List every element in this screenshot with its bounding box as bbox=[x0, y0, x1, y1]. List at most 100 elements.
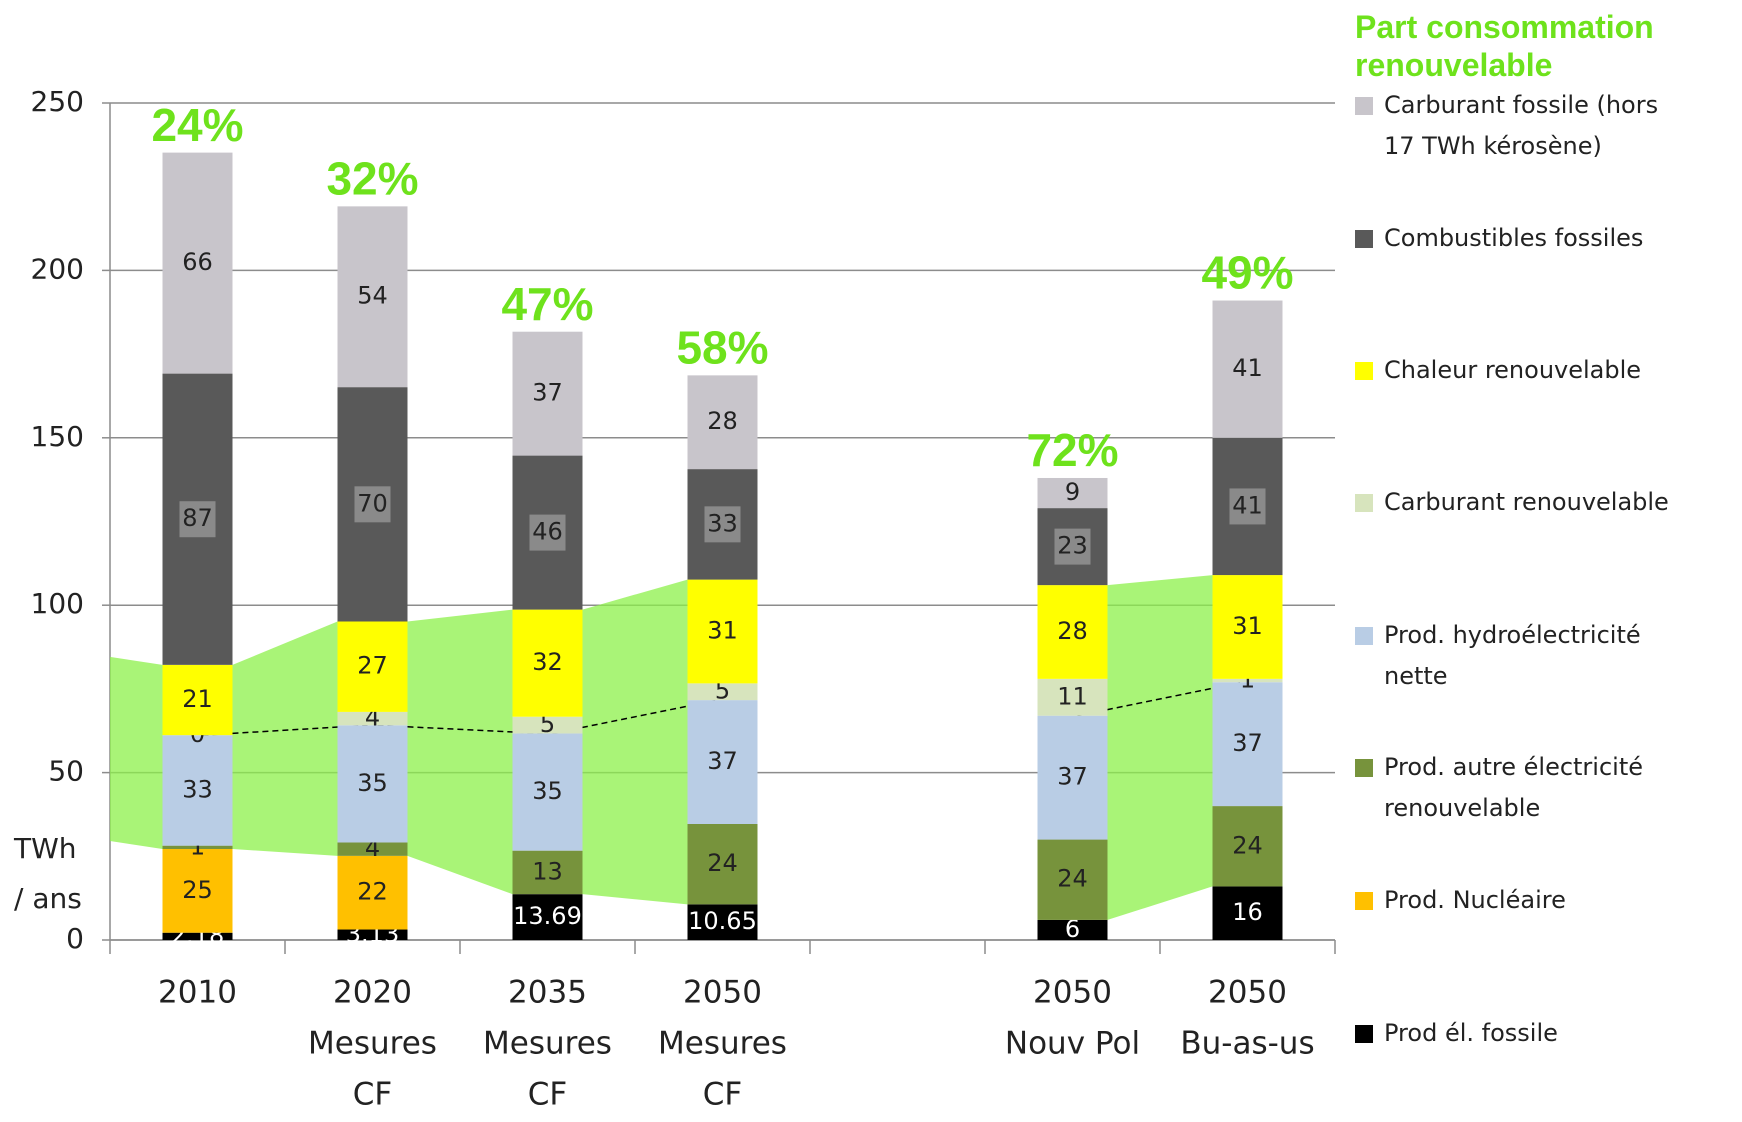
legend-swatch bbox=[1355, 627, 1373, 645]
data-label: 41 bbox=[1232, 491, 1263, 519]
y-tick-label: 0 bbox=[66, 922, 84, 955]
data-label: 31 bbox=[707, 616, 738, 644]
data-label: 5 bbox=[540, 710, 555, 738]
bar-segment bbox=[687, 823, 758, 905]
data-label: 28 bbox=[707, 407, 738, 435]
label-box bbox=[354, 486, 391, 523]
bar-segment bbox=[1037, 585, 1108, 679]
bar-segment bbox=[512, 733, 583, 851]
legend-label: Chaleur renouvelable bbox=[1384, 356, 1642, 384]
data-label: 66 bbox=[182, 248, 213, 276]
legend-label: Prod. autre électricité renouvelable bbox=[1384, 753, 1644, 822]
bar-segment bbox=[162, 152, 233, 374]
legend-label: Carburant fossile (hors 17 TWh kérosène) bbox=[1384, 91, 1659, 160]
data-label: 10.65 bbox=[688, 907, 757, 935]
bar-segment bbox=[512, 609, 583, 717]
label-box bbox=[704, 506, 741, 543]
renewable-share-label: 49% bbox=[1201, 247, 1293, 299]
x-tick-label: CF bbox=[703, 1077, 742, 1113]
data-label: 32 bbox=[532, 648, 563, 676]
bar-segment bbox=[1212, 575, 1283, 679]
data-label: 35 bbox=[357, 769, 388, 797]
bar-segment bbox=[162, 932, 233, 940]
label-box bbox=[529, 514, 566, 551]
data-label: 37 bbox=[707, 747, 738, 775]
legend-entry: Carburant fossile (hors 17 TWh kérosène) bbox=[1355, 85, 1685, 167]
legend: Part consommation renouvelable Carburant… bbox=[1355, 8, 1735, 1047]
legend-label: Carburant renouvelable bbox=[1384, 488, 1669, 516]
data-label: 6 bbox=[1065, 915, 1080, 943]
data-label: 24 bbox=[707, 849, 738, 877]
hydro-link bbox=[377, 724, 543, 735]
legend-entry: Chaleur renouvelable bbox=[1355, 350, 1685, 391]
bar-segment bbox=[512, 850, 583, 895]
renewable-band bbox=[110, 575, 1213, 920]
legend-label: Prod. Nucléaire bbox=[1384, 886, 1566, 914]
legend-swatch bbox=[1355, 97, 1373, 115]
legend-entry: Prod él. fossile bbox=[1355, 1013, 1685, 1054]
data-label: 23 bbox=[1057, 532, 1088, 560]
renewable-band-piece bbox=[582, 579, 688, 905]
x-tick-label: Nouv Pol bbox=[1005, 1026, 1140, 1062]
data-label: 24 bbox=[1057, 865, 1088, 893]
x-tick-label: CF bbox=[528, 1077, 567, 1113]
data-label: 37 bbox=[1057, 763, 1088, 791]
x-tick-label: 2035 bbox=[508, 975, 587, 1011]
data-label: 37 bbox=[532, 379, 563, 407]
data-label: 46 bbox=[532, 518, 563, 546]
bar-segment bbox=[337, 206, 408, 388]
bar-segment bbox=[1212, 806, 1283, 887]
data-label: 24 bbox=[1232, 831, 1263, 859]
legend-label: Prod él. fossile bbox=[1384, 1019, 1558, 1047]
bar-segment bbox=[512, 331, 583, 456]
legend-entry: Prod. hydroélectricité nette bbox=[1355, 615, 1685, 697]
data-label: 13 bbox=[532, 857, 563, 885]
data-label: 25 bbox=[182, 876, 213, 904]
y-tick-label: 200 bbox=[31, 252, 84, 285]
data-label: 5 bbox=[715, 677, 730, 705]
x-tick-label: 2050 bbox=[1033, 975, 1112, 1011]
legend-entry: Carburant renouvelable bbox=[1355, 482, 1685, 523]
legend-swatch bbox=[1355, 892, 1373, 910]
legend-swatch bbox=[1355, 362, 1373, 380]
y-tick-label: 50 bbox=[48, 755, 84, 788]
data-label: 37 bbox=[1232, 729, 1263, 757]
data-label: 41 bbox=[1232, 354, 1263, 382]
legend-swatch bbox=[1355, 230, 1373, 248]
label-box bbox=[1229, 488, 1266, 525]
data-label: 33 bbox=[182, 775, 213, 803]
y-axis-label: / ans bbox=[14, 882, 82, 915]
data-label: 54 bbox=[357, 282, 388, 310]
bar-segment bbox=[337, 621, 408, 712]
data-label: 31 bbox=[1232, 612, 1263, 640]
bar-segment bbox=[337, 842, 408, 856]
bar-segment bbox=[687, 579, 758, 684]
renewable-band-piece bbox=[110, 656, 163, 850]
renewable-share-label: 47% bbox=[501, 278, 593, 330]
renewable-share-label: 72% bbox=[1026, 424, 1118, 476]
legend-swatch bbox=[1355, 759, 1373, 777]
data-label: 27 bbox=[357, 652, 388, 680]
bar-segment bbox=[687, 700, 758, 824]
x-tick-label: CF bbox=[353, 1077, 392, 1113]
legend-entry: Prod. autre électricité renouvelable bbox=[1355, 747, 1685, 829]
data-label: 11 bbox=[1057, 682, 1088, 710]
bar-segment bbox=[512, 894, 583, 940]
y-tick-label: 250 bbox=[31, 85, 84, 118]
data-label: 9 bbox=[1065, 478, 1080, 506]
y-tick-label: 150 bbox=[31, 420, 84, 453]
bar-segment bbox=[162, 735, 233, 846]
legend-entry: Combustibles fossiles bbox=[1355, 218, 1685, 259]
data-label: 28 bbox=[1057, 617, 1088, 645]
bar-segment bbox=[1212, 886, 1283, 940]
renewable-share-label: 24% bbox=[151, 99, 243, 151]
legend-label: Prod. hydroélectricité nette bbox=[1384, 621, 1641, 690]
x-tick-label: 2010 bbox=[158, 975, 237, 1011]
data-label: 13.69 bbox=[513, 902, 582, 930]
bar-segment bbox=[1037, 477, 1108, 509]
label-box bbox=[1054, 528, 1091, 565]
data-label: 35 bbox=[532, 777, 563, 805]
x-tick-label: 2020 bbox=[333, 975, 412, 1011]
bar-segment bbox=[162, 849, 233, 933]
